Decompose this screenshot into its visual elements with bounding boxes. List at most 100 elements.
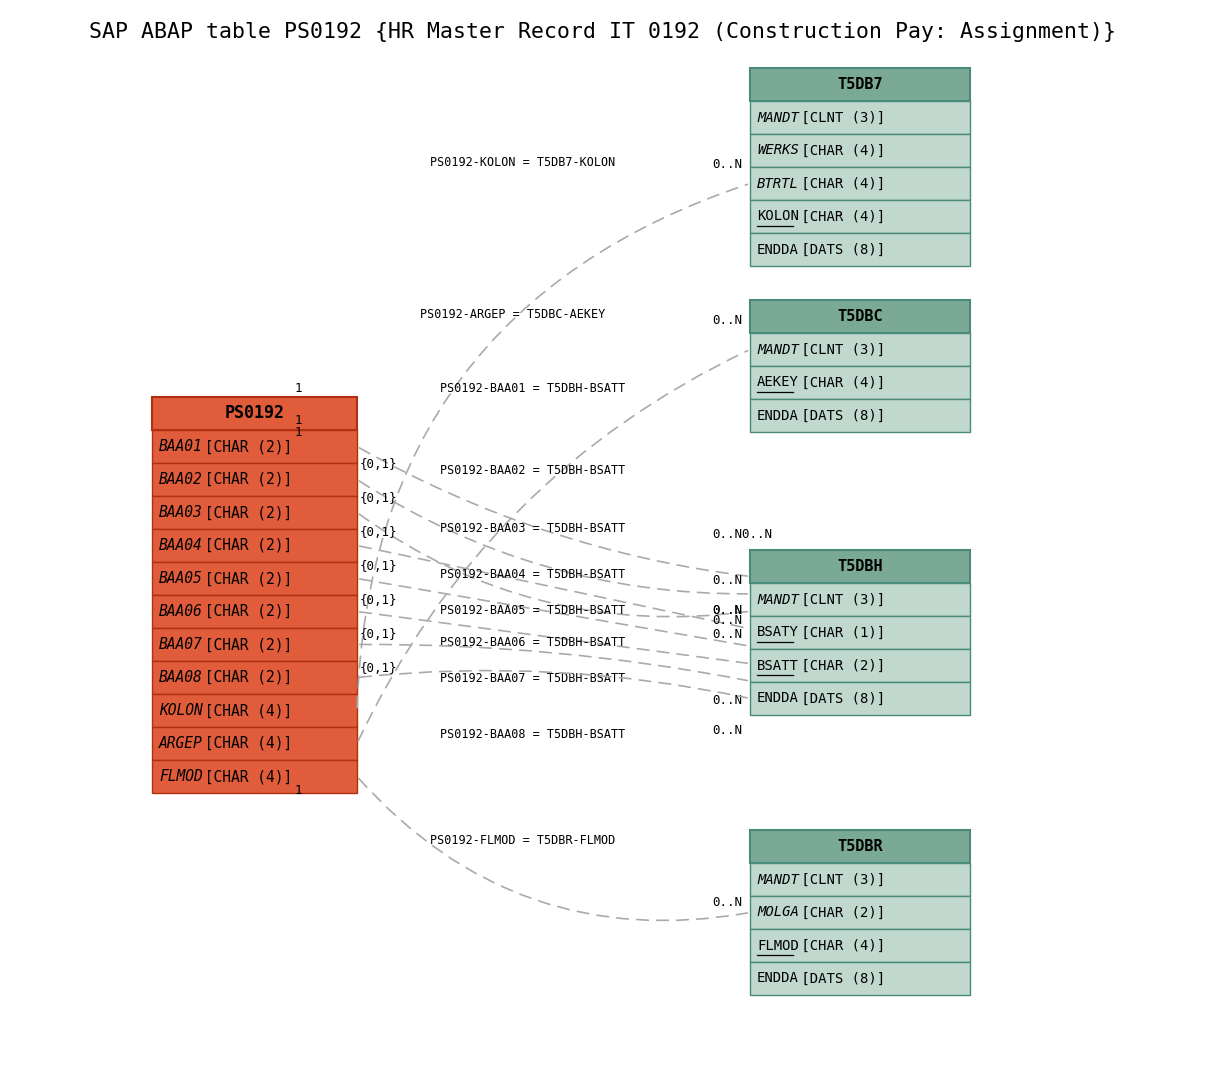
Text: FLMOD: FLMOD: [159, 769, 202, 784]
Bar: [152, 661, 357, 694]
Text: MANDT: MANDT: [757, 111, 799, 125]
Text: PS0192-FLMOD = T5DBR-FLMOD: PS0192-FLMOD = T5DBR-FLMOD: [430, 834, 616, 846]
Text: [CLNT (3)]: [CLNT (3)]: [793, 593, 886, 607]
Text: 0..N: 0..N: [712, 574, 742, 586]
Text: BAA07: BAA07: [159, 637, 202, 652]
Text: [CHAR (4)]: [CHAR (4)]: [196, 769, 293, 784]
Text: {0,1}: {0,1}: [360, 457, 398, 470]
Bar: [750, 366, 970, 399]
Bar: [750, 167, 970, 200]
Bar: [152, 430, 357, 463]
Text: 0..N0..N: 0..N0..N: [712, 529, 772, 542]
Text: KOLON: KOLON: [159, 702, 202, 718]
Text: [CHAR (4)]: [CHAR (4)]: [793, 210, 886, 224]
Text: {0,1}: {0,1}: [360, 560, 398, 572]
Text: 0..N: 0..N: [712, 897, 742, 909]
Text: [CHAR (4)]: [CHAR (4)]: [793, 144, 886, 158]
Text: 0..N: 0..N: [712, 614, 742, 627]
Text: PS0192-BAA05 = T5DBH-BSATT: PS0192-BAA05 = T5DBH-BSATT: [440, 603, 625, 616]
Text: [CHAR (2)]: [CHAR (2)]: [793, 905, 886, 920]
Text: {0,1}: {0,1}: [360, 594, 398, 607]
Text: MANDT: MANDT: [757, 872, 799, 887]
Text: 0..N: 0..N: [712, 629, 742, 642]
Text: [CLNT (3)]: [CLNT (3)]: [793, 111, 886, 125]
Bar: [750, 333, 970, 366]
Text: [CHAR (4)]: [CHAR (4)]: [793, 375, 886, 389]
Text: [CHAR (2)]: [CHAR (2)]: [196, 472, 293, 487]
Text: PS0192-BAA03 = T5DBH-BSATT: PS0192-BAA03 = T5DBH-BSATT: [440, 521, 625, 534]
Text: [DATS (8)]: [DATS (8)]: [793, 408, 886, 422]
Text: ENDDA: ENDDA: [757, 408, 799, 422]
Text: [CHAR (4)]: [CHAR (4)]: [196, 702, 293, 718]
Text: 1: 1: [295, 425, 302, 438]
Text: BSATY: BSATY: [757, 626, 799, 640]
Text: MOLGA: MOLGA: [757, 905, 799, 920]
Text: KOLON: KOLON: [757, 210, 799, 224]
Text: ENDDA: ENDDA: [757, 242, 799, 257]
Text: BSATT: BSATT: [757, 659, 799, 673]
Bar: [750, 550, 970, 583]
Text: 0..N: 0..N: [712, 603, 742, 616]
Text: BAA05: BAA05: [159, 571, 202, 586]
Text: [CHAR (2)]: [CHAR (2)]: [196, 505, 293, 520]
Text: 1: 1: [295, 382, 302, 394]
Text: 1: 1: [295, 784, 302, 796]
Bar: [750, 300, 970, 333]
Text: 0..N: 0..N: [712, 603, 742, 616]
Text: BAA02: BAA02: [159, 472, 202, 487]
Text: 0..N: 0..N: [712, 159, 742, 172]
Text: [CHAR (2)]: [CHAR (2)]: [196, 439, 293, 454]
Bar: [750, 897, 970, 928]
Bar: [750, 616, 970, 649]
Text: [DATS (8)]: [DATS (8)]: [793, 242, 886, 257]
Text: [CHAR (1)]: [CHAR (1)]: [793, 626, 886, 640]
Bar: [152, 562, 357, 595]
Bar: [152, 628, 357, 661]
Bar: [750, 68, 970, 101]
Bar: [152, 595, 357, 628]
Text: 0..N: 0..N: [712, 724, 742, 737]
Text: [CHAR (2)]: [CHAR (2)]: [196, 604, 293, 619]
Bar: [750, 682, 970, 715]
Bar: [750, 649, 970, 682]
Text: SAP ABAP table PS0192 {HR Master Record IT 0192 (Construction Pay: Assignment)}: SAP ABAP table PS0192 {HR Master Record …: [89, 22, 1116, 42]
Bar: [750, 399, 970, 432]
Bar: [750, 863, 970, 897]
Text: ARGEP: ARGEP: [159, 736, 202, 752]
Bar: [152, 529, 357, 562]
Bar: [750, 233, 970, 266]
Bar: [750, 200, 970, 233]
Text: {0,1}: {0,1}: [360, 491, 398, 504]
Bar: [152, 463, 357, 496]
Text: [CHAR (4)]: [CHAR (4)]: [793, 938, 886, 953]
Text: [CHAR (2)]: [CHAR (2)]: [793, 659, 886, 673]
Bar: [750, 962, 970, 995]
Text: [CHAR (4)]: [CHAR (4)]: [793, 177, 886, 191]
Text: 0..N: 0..N: [712, 313, 742, 326]
Bar: [750, 830, 970, 863]
Text: 0..N: 0..N: [712, 694, 742, 707]
Text: BAA06: BAA06: [159, 604, 202, 619]
Text: [CHAR (2)]: [CHAR (2)]: [196, 637, 293, 652]
Bar: [152, 760, 357, 793]
Text: T5DBC: T5DBC: [837, 309, 883, 324]
Text: [DATS (8)]: [DATS (8)]: [793, 971, 886, 985]
Text: FLMOD: FLMOD: [757, 938, 799, 953]
Text: [CLNT (3)]: [CLNT (3)]: [793, 872, 886, 887]
Text: {0,1}: {0,1}: [360, 628, 398, 641]
Bar: [152, 496, 357, 529]
Text: PS0192: PS0192: [224, 404, 284, 422]
Text: MANDT: MANDT: [757, 593, 799, 607]
Text: PS0192-ARGEP = T5DBC-AEKEY: PS0192-ARGEP = T5DBC-AEKEY: [421, 308, 605, 322]
Text: PS0192-BAA07 = T5DBH-BSATT: PS0192-BAA07 = T5DBH-BSATT: [440, 672, 625, 684]
Bar: [750, 583, 970, 616]
Bar: [750, 101, 970, 134]
Text: [DATS (8)]: [DATS (8)]: [793, 692, 886, 706]
Text: BTRTL: BTRTL: [757, 177, 799, 191]
Bar: [152, 727, 357, 760]
Text: ENDDA: ENDDA: [757, 692, 799, 706]
Text: [CHAR (2)]: [CHAR (2)]: [196, 538, 293, 553]
Text: BAA08: BAA08: [159, 671, 202, 685]
Bar: [750, 928, 970, 962]
Text: BAA04: BAA04: [159, 538, 202, 553]
